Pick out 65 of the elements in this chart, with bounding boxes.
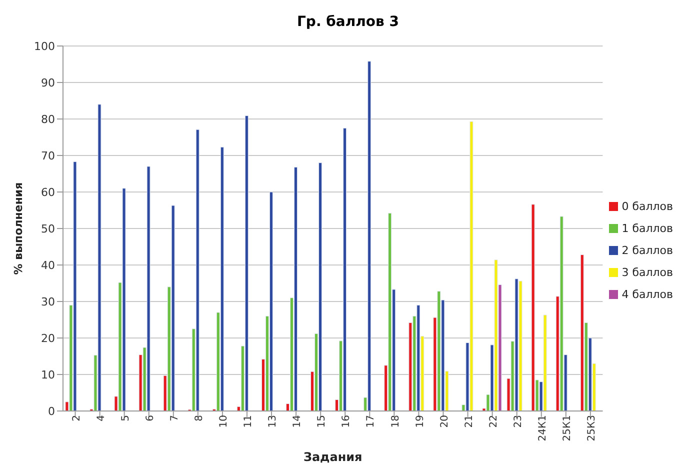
- x-tick-label: 4: [96, 415, 107, 422]
- bar: [269, 192, 273, 411]
- bar: [580, 254, 584, 411]
- legend-label: 2 баллов: [622, 244, 673, 257]
- y-axis-title: % выполнения: [12, 182, 25, 275]
- x-tick-label: 8: [194, 415, 206, 422]
- x-tick-label: 5: [120, 415, 132, 422]
- bar: [98, 104, 102, 411]
- bar: [560, 216, 564, 411]
- y-tick-label: 100: [34, 40, 55, 53]
- bar: [122, 188, 126, 411]
- bar: [146, 166, 150, 411]
- x-tick-label: 14: [292, 415, 304, 428]
- x-tick-label: 7: [169, 415, 180, 422]
- legend-label: 1 баллов: [622, 222, 673, 235]
- bar: [388, 212, 392, 411]
- bar: [531, 204, 535, 411]
- x-tick-label: 16: [341, 415, 352, 428]
- legend-label: 4 баллов: [622, 288, 673, 301]
- x-tick-label: 20: [439, 415, 450, 428]
- y-tick-label: 80: [41, 112, 55, 126]
- chart-title: Гр. баллов 3: [296, 13, 400, 32]
- bar: [494, 260, 498, 411]
- bar: [368, 61, 372, 411]
- bar: [514, 278, 518, 411]
- x-tick-label: 11: [243, 415, 254, 428]
- x-tick-label: 19: [414, 415, 426, 428]
- x-tick-label: 22: [488, 415, 500, 428]
- x-tick-label: 23: [512, 415, 524, 428]
- bar: [294, 166, 298, 411]
- y-tick-label: 90: [41, 76, 55, 90]
- x-tick-label: 18: [390, 415, 402, 428]
- x-tick-label: 24К1: [537, 415, 548, 442]
- y-tick-label: 50: [41, 222, 55, 236]
- y-tick-label: 20: [41, 332, 55, 345]
- bar: [244, 115, 248, 411]
- x-tick-label: 6: [144, 415, 156, 422]
- bar: [73, 161, 77, 411]
- x-tick-label: 21: [464, 415, 475, 428]
- x-tick-label: 10: [218, 415, 230, 428]
- bar: [220, 146, 224, 411]
- y-tick-label: 10: [41, 368, 55, 382]
- bar: [416, 304, 420, 411]
- y-tick-label: 40: [41, 258, 55, 272]
- bar: [543, 314, 547, 411]
- bar: [318, 162, 322, 411]
- bar: [470, 121, 474, 411]
- bar: [518, 280, 522, 411]
- x-axis-title: Задания: [303, 450, 362, 464]
- y-tick-label: 70: [41, 149, 55, 162]
- x-tick-label: 25К3: [586, 415, 598, 442]
- x-tick-label: 17: [366, 415, 377, 428]
- bar: [343, 128, 347, 411]
- x-tick-label: 15: [316, 415, 328, 428]
- y-tick-label: 30: [41, 295, 55, 308]
- x-tick-label: 25К1: [562, 415, 574, 442]
- bar: [437, 291, 441, 411]
- x-tick-label: 2: [71, 415, 82, 422]
- bar: [171, 205, 175, 411]
- y-tick-label: 60: [41, 186, 55, 199]
- bar: [196, 129, 200, 411]
- legend-label: 3 баллов: [622, 266, 673, 279]
- y-tick-label: 0: [48, 404, 55, 418]
- legend-label: 0 баллов: [622, 200, 673, 213]
- x-tick-label: 13: [268, 415, 279, 428]
